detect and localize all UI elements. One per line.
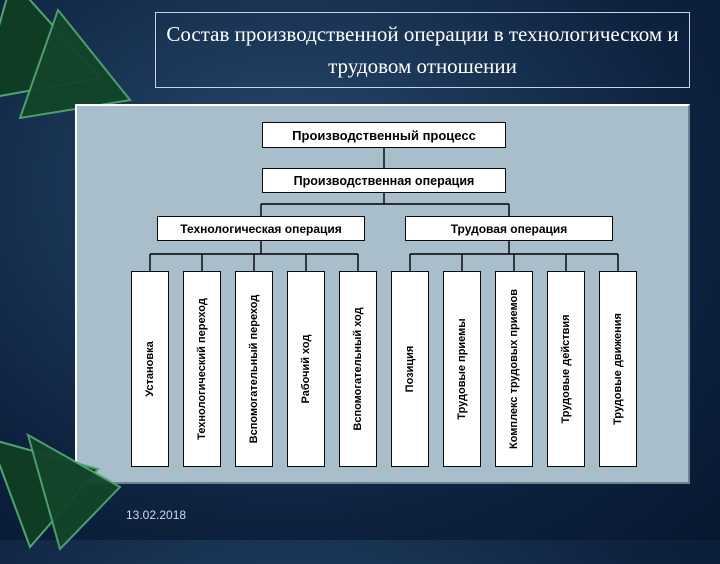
node-root: Производственный процесс xyxy=(262,122,506,148)
leaf-labor-actions: Трудовые действия xyxy=(547,271,585,467)
diagram-panel: Производственный процесс Производственна… xyxy=(75,104,690,484)
leaf-position: Позиция xyxy=(391,271,429,467)
slide-date: 13.02.2018 xyxy=(126,508,186,522)
leaf-labor-movements: Трудовые движения xyxy=(599,271,637,467)
leaf-tech-transition: Технологический переход xyxy=(183,271,221,467)
node-level2: Производственная операция xyxy=(262,168,506,193)
leaf-labor-complex: Комплекс трудовых приемов xyxy=(495,271,533,467)
leaf-work-stroke: Рабочий ход xyxy=(287,271,325,467)
leaf-labor-methods: Трудовые приемы xyxy=(443,271,481,467)
decoration-triangles-bottom-left xyxy=(0,429,130,564)
node-labor-operation: Трудовая операция xyxy=(405,216,613,241)
leaf-aux-transition: Вспомогательный переход xyxy=(235,271,273,467)
node-tech-operation: Технологическая операция xyxy=(157,216,365,241)
leaf-ustanovka: Установка xyxy=(131,271,169,467)
slide-title: Состав производственной операции в техно… xyxy=(155,12,690,88)
leaf-aux-stroke: Вспомогательный ход xyxy=(339,271,377,467)
